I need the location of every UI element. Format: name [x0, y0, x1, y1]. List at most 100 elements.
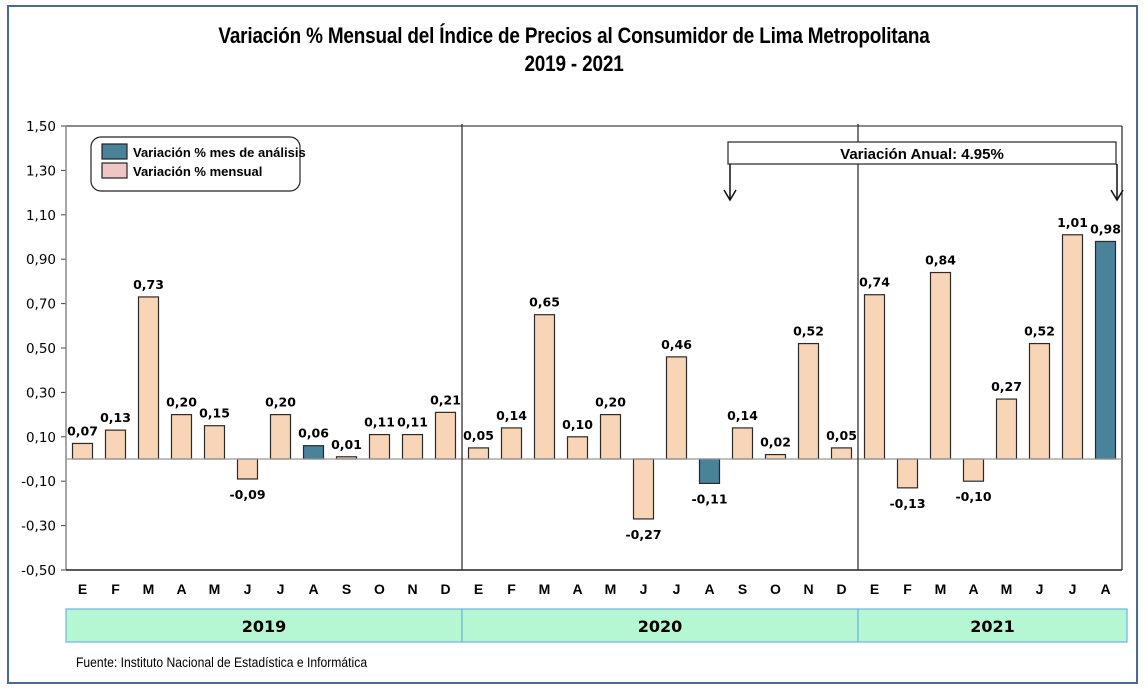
y-tick-label: 0,50 — [26, 341, 56, 357]
x-tick-label: D — [836, 581, 846, 597]
data-label: 0,05 — [826, 428, 857, 443]
annotation-box — [727, 141, 1117, 165]
data-label: 1,01 — [1057, 215, 1088, 230]
bar — [1028, 342, 1051, 460]
axes — [65, 124, 1123, 571]
y-tick-label: -0,10 — [21, 474, 56, 490]
arrow-down-icon — [1110, 189, 1124, 202]
x-tick-label: O — [770, 581, 781, 597]
data-label: 0,73 — [133, 277, 164, 292]
x-tick-label: F — [903, 581, 912, 597]
source-note: Fuente: Instituto Nacional de Estadístic… — [76, 655, 368, 670]
bar — [1061, 234, 1084, 460]
y-tick-label: -0,50 — [21, 563, 56, 579]
x-tick-label: A — [704, 581, 714, 597]
x-tick-label: J — [1036, 581, 1044, 597]
data-label: 0,01 — [331, 437, 362, 452]
x-tick-label: A — [176, 581, 186, 597]
data-label: 0,46 — [661, 337, 692, 352]
year-label: 2019 — [242, 617, 287, 636]
legend-box — [90, 136, 301, 192]
data-label: 0,84 — [925, 253, 956, 268]
data-label: 0,15 — [199, 406, 230, 421]
data-label: 0,20 — [265, 395, 296, 410]
y-tick-label: 0,90 — [26, 252, 56, 268]
x-tick-label: E — [870, 581, 879, 597]
legend-swatch-monthly — [101, 162, 128, 179]
bar-highlight — [698, 458, 721, 485]
x-tick-label: A — [572, 581, 582, 597]
legend-label-monthly: Variación % mensual — [133, 164, 262, 179]
bar — [401, 433, 424, 460]
year-label: 2020 — [638, 617, 683, 636]
legend-swatch-highlight — [101, 143, 128, 160]
bar — [896, 458, 919, 489]
data-label: 0,11 — [364, 415, 395, 430]
x-tick-label: J — [277, 581, 285, 597]
bar — [632, 458, 655, 520]
bar — [665, 356, 688, 460]
bar — [566, 436, 589, 460]
x-tick-label: N — [803, 581, 813, 597]
x-tick-label: M — [143, 581, 155, 597]
bar — [467, 447, 490, 460]
data-label: 0,65 — [529, 295, 560, 310]
annual-variation-annotation: Variación Anual: 4.95% — [723, 141, 1124, 202]
year-bands: 2019 2020 2021 — [65, 608, 1128, 643]
bars — [71, 234, 1117, 520]
data-label: 0,06 — [298, 426, 329, 441]
data-label: 0,27 — [991, 379, 1022, 394]
y-tick-label: 0,10 — [26, 430, 56, 446]
bar-highlight — [1094, 240, 1117, 460]
data-label: -0,27 — [625, 527, 661, 542]
bar — [269, 414, 292, 460]
x-tick-label: J — [673, 581, 681, 597]
data-label: 0,20 — [166, 395, 197, 410]
data-label: 0,07 — [67, 423, 98, 438]
bar — [71, 442, 94, 460]
x-tick-label: E — [474, 581, 483, 597]
y-tick-label: 1,10 — [26, 208, 56, 224]
x-tick-label: S — [342, 581, 351, 597]
y-tick-label: 0,70 — [26, 297, 56, 313]
bar — [368, 433, 391, 460]
x-tick-label: F — [111, 581, 120, 597]
y-axis-ticks: 1,50 1,30 1,10 0,90 0,70 0,50 0,30 0,10 -0,10 -0,… — [21, 119, 66, 579]
bar — [533, 314, 556, 460]
bar — [764, 453, 787, 460]
bar — [797, 342, 820, 460]
y-tick-label: 1,30 — [26, 163, 56, 179]
x-tick-label: M — [605, 581, 617, 597]
bar — [599, 414, 622, 460]
data-label: 0,14 — [727, 408, 758, 423]
bar — [434, 411, 457, 460]
annotation-label: Variación Anual: 4.95% — [840, 146, 1004, 163]
data-label: 0,98 — [1090, 221, 1121, 236]
bar — [500, 427, 523, 460]
bar — [104, 429, 127, 460]
x-tick-label: M — [539, 581, 551, 597]
x-tick-label: S — [738, 581, 747, 597]
x-tick-label: M — [935, 581, 947, 597]
arrow-down-icon — [723, 189, 737, 202]
x-tick-label: A — [1100, 581, 1110, 597]
x-tick-label: A — [968, 581, 978, 597]
data-label: 0,11 — [397, 415, 428, 430]
chart-title: Variación % Mensual del Índice de Precio… — [218, 23, 930, 48]
x-tick-label: M — [209, 581, 221, 597]
bar — [863, 294, 886, 460]
bar — [236, 458, 259, 480]
x-tick-label: E — [78, 581, 87, 597]
data-label: 0,10 — [562, 417, 593, 432]
bar — [203, 425, 226, 460]
bar — [995, 398, 1018, 460]
bar — [830, 447, 853, 460]
data-labels: 0,070,130,730,200,15-0,090,200,060,010,1… — [67, 215, 1121, 542]
data-label: 0,13 — [100, 410, 131, 425]
data-label: 0,52 — [1024, 324, 1055, 339]
data-label: 0,02 — [760, 435, 791, 450]
data-label: 0,05 — [463, 428, 494, 443]
legend-label-highlight: Variación % mes de análisis — [133, 145, 306, 160]
y-tick-label: 0,30 — [26, 385, 56, 401]
